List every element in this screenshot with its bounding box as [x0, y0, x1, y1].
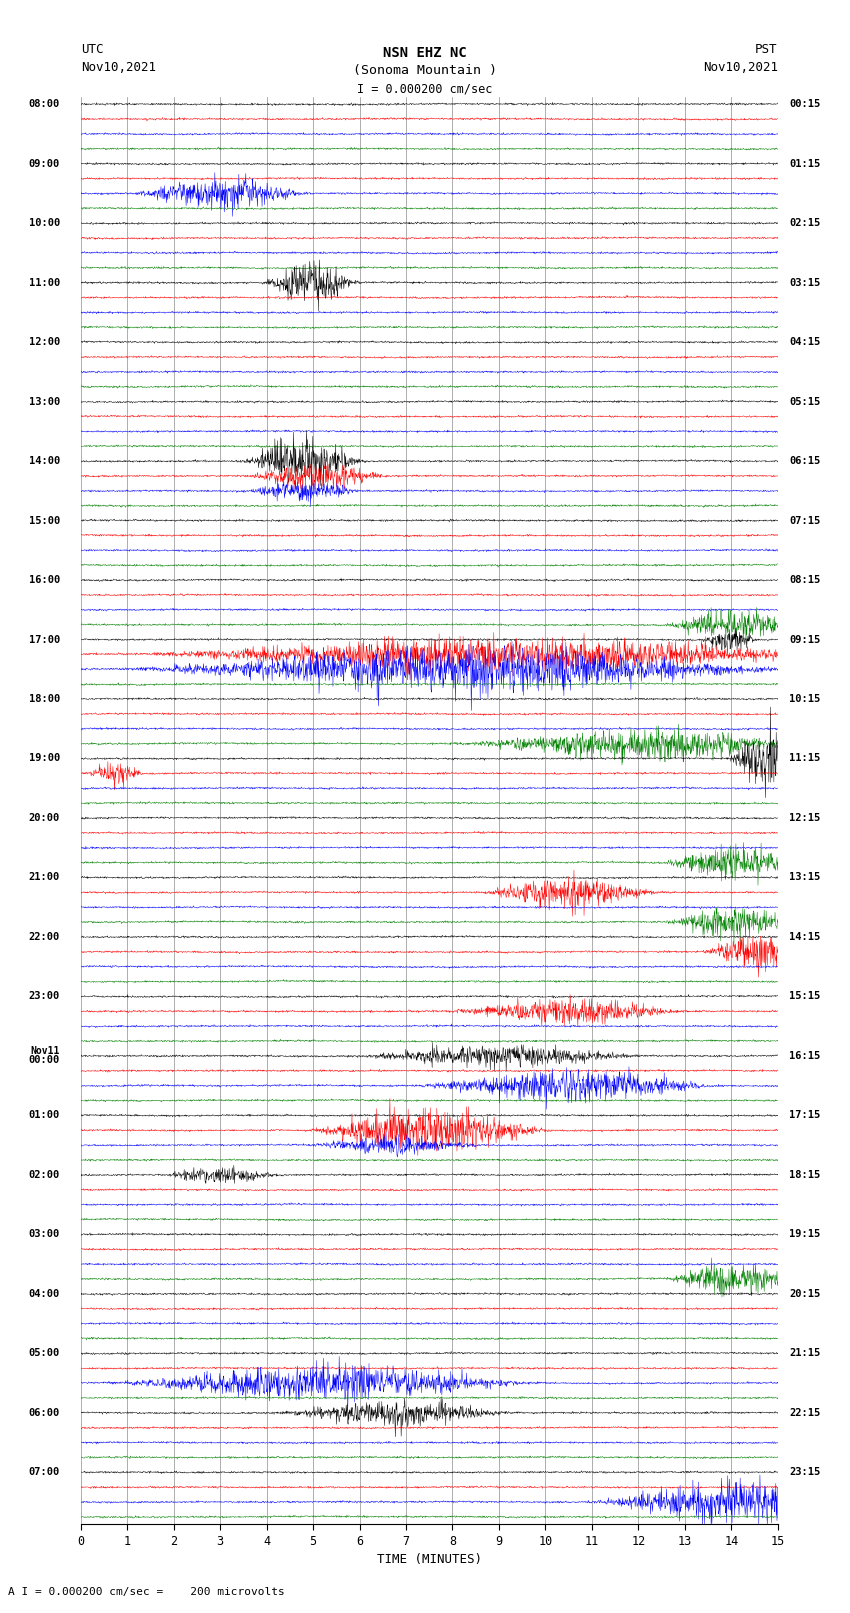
Text: 00:15: 00:15: [790, 100, 820, 110]
Text: 22:15: 22:15: [790, 1408, 820, 1418]
Text: Nov10,2021: Nov10,2021: [81, 61, 156, 74]
Text: 09:00: 09:00: [29, 158, 60, 169]
Text: 10:00: 10:00: [29, 218, 60, 227]
Text: 23:00: 23:00: [29, 992, 60, 1002]
Text: 06:15: 06:15: [790, 456, 820, 466]
Text: 11:00: 11:00: [29, 277, 60, 287]
Text: 01:15: 01:15: [790, 158, 820, 169]
Text: 05:00: 05:00: [29, 1348, 60, 1358]
Text: 06:00: 06:00: [29, 1408, 60, 1418]
Text: 21:15: 21:15: [790, 1348, 820, 1358]
Text: 22:00: 22:00: [29, 932, 60, 942]
Text: 03:00: 03:00: [29, 1229, 60, 1239]
Text: 19:15: 19:15: [790, 1229, 820, 1239]
Text: 12:15: 12:15: [790, 813, 820, 823]
Text: 12:00: 12:00: [29, 337, 60, 347]
Text: UTC: UTC: [81, 44, 103, 56]
Text: 08:15: 08:15: [790, 576, 820, 586]
Text: 02:15: 02:15: [790, 218, 820, 227]
Text: 20:00: 20:00: [29, 813, 60, 823]
Text: 19:00: 19:00: [29, 753, 60, 763]
Text: 17:00: 17:00: [29, 634, 60, 645]
Text: PST: PST: [756, 44, 778, 56]
Text: 15:15: 15:15: [790, 992, 820, 1002]
Text: 18:15: 18:15: [790, 1169, 820, 1179]
Text: 15:00: 15:00: [29, 516, 60, 526]
Text: Nov10,2021: Nov10,2021: [703, 61, 778, 74]
Text: A I = 0.000200 cm/sec =    200 microvolts: A I = 0.000200 cm/sec = 200 microvolts: [8, 1587, 286, 1597]
Text: 20:15: 20:15: [790, 1289, 820, 1298]
Text: 03:15: 03:15: [790, 277, 820, 287]
Text: 16:00: 16:00: [29, 576, 60, 586]
Text: 17:15: 17:15: [790, 1110, 820, 1121]
Text: 21:00: 21:00: [29, 873, 60, 882]
Text: 00:00: 00:00: [29, 1055, 60, 1065]
Text: 04:00: 04:00: [29, 1289, 60, 1298]
Text: 14:00: 14:00: [29, 456, 60, 466]
Text: 08:00: 08:00: [29, 100, 60, 110]
Text: 07:15: 07:15: [790, 516, 820, 526]
Text: 14:15: 14:15: [790, 932, 820, 942]
Text: (Sonoma Mountain ): (Sonoma Mountain ): [353, 65, 497, 77]
X-axis label: TIME (MINUTES): TIME (MINUTES): [377, 1553, 482, 1566]
Text: 13:15: 13:15: [790, 873, 820, 882]
Text: 16:15: 16:15: [790, 1052, 820, 1061]
Text: 02:00: 02:00: [29, 1169, 60, 1179]
Text: NSN EHZ NC: NSN EHZ NC: [383, 45, 467, 60]
Text: Nov11: Nov11: [31, 1047, 60, 1057]
Text: 05:15: 05:15: [790, 397, 820, 406]
Text: 13:00: 13:00: [29, 397, 60, 406]
Text: 01:00: 01:00: [29, 1110, 60, 1121]
Text: 18:00: 18:00: [29, 694, 60, 703]
Text: I = 0.000200 cm/sec: I = 0.000200 cm/sec: [357, 82, 493, 95]
Text: 11:15: 11:15: [790, 753, 820, 763]
Text: 09:15: 09:15: [790, 634, 820, 645]
Text: 23:15: 23:15: [790, 1468, 820, 1478]
Text: 10:15: 10:15: [790, 694, 820, 703]
Text: 04:15: 04:15: [790, 337, 820, 347]
Text: 07:00: 07:00: [29, 1468, 60, 1478]
